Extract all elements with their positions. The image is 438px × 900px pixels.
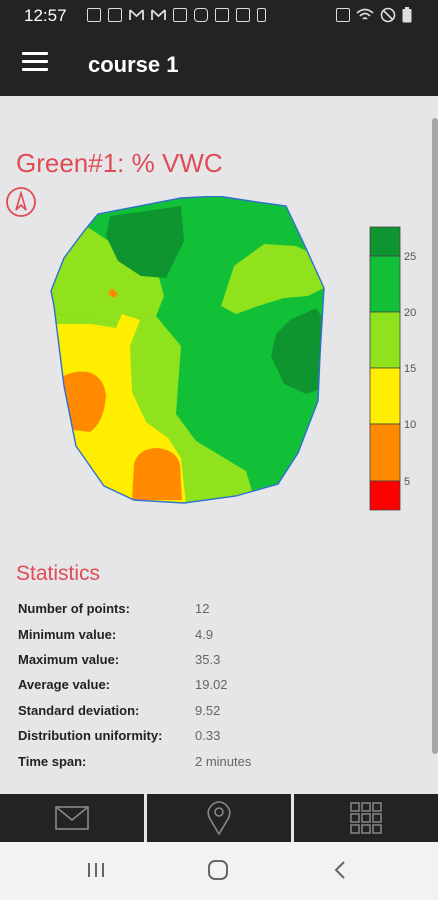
do-not-disturb-icon xyxy=(380,7,396,23)
notification-icons xyxy=(87,8,266,22)
scrollbar[interactable] xyxy=(432,118,438,754)
location-pin-icon xyxy=(207,801,231,835)
youtube-icon xyxy=(194,8,208,22)
zone-orange-west xyxy=(60,371,106,432)
stat-row-maximum-value: Maximum value: 35.3 xyxy=(18,647,251,672)
system-nav-bar xyxy=(0,842,438,900)
shopping-bag-icon xyxy=(108,8,122,22)
legend-tick-15: 15 xyxy=(404,363,416,375)
image-icon xyxy=(173,8,187,22)
nav-tab-grid[interactable] xyxy=(294,794,438,842)
gmail-icon xyxy=(151,9,166,20)
app-bar: course 1 xyxy=(0,32,438,96)
stat-value: 4.9 xyxy=(195,626,214,642)
menu-bar-line xyxy=(22,68,48,71)
zone-orange-south xyxy=(132,448,182,500)
compass-icon[interactable] xyxy=(5,186,37,218)
stat-row-average-value: Average value: 19.02 xyxy=(18,672,251,697)
color-legend: 25 20 15 10 5 xyxy=(369,226,416,511)
legend-tick-10: 10 xyxy=(404,419,416,431)
legend-band-light-green xyxy=(369,311,401,369)
status-time: 12:57 xyxy=(24,6,67,25)
zone-dark-green-east xyxy=(271,308,324,394)
legend-tick-5: 5 xyxy=(404,476,410,488)
news-icon xyxy=(236,8,250,22)
legend-tick-20: 20 xyxy=(404,307,416,319)
zone-orange-spot xyxy=(108,288,118,298)
vwc-contour-map[interactable] xyxy=(46,196,328,504)
stat-value: 19.02 xyxy=(195,677,228,693)
battery-saver-icon xyxy=(257,8,266,22)
gmail-icon xyxy=(129,9,144,20)
stat-label: Standard deviation: xyxy=(18,702,140,718)
stat-value: 12 xyxy=(195,601,210,617)
menu-bar-line xyxy=(22,60,48,63)
legend-band-green xyxy=(369,255,401,313)
stat-row-number-of-points: Number of points: 12 xyxy=(18,596,251,621)
stat-label: Distribution uniformity: xyxy=(18,728,163,744)
statistics-title: Statistics xyxy=(16,562,101,585)
stat-value: 2 minutes xyxy=(195,753,252,769)
stat-label: Minimum value: xyxy=(18,626,117,642)
app-title: course 1 xyxy=(88,52,179,77)
legend-tick-25: 25 xyxy=(404,251,416,263)
green-outline xyxy=(50,196,325,504)
menu-bar-line xyxy=(22,52,48,55)
legend-band-dark-green xyxy=(369,226,401,257)
nfc-icon xyxy=(336,8,350,22)
mail-icon xyxy=(55,806,89,830)
recent-apps-icon[interactable] xyxy=(86,858,106,882)
zone-dark-green-north xyxy=(106,206,184,278)
grid-icon xyxy=(350,802,382,834)
system-status-icons xyxy=(336,7,412,23)
status-bar: 12:57 xyxy=(0,0,438,32)
stat-value: 9.52 xyxy=(195,702,221,718)
stat-label: Number of points: xyxy=(18,601,130,617)
stat-row-time-span: Time span: 2 minutes xyxy=(18,748,251,773)
legend-band-orange xyxy=(369,423,401,482)
stat-label: Average value: xyxy=(18,677,111,693)
stat-row-minimum-value: Minimum value: 4.9 xyxy=(18,621,251,646)
menu-button[interactable] xyxy=(22,52,48,76)
stat-value: 0.33 xyxy=(195,728,221,744)
statistics-table: Number of points: 12 Minimum value: 4.9 … xyxy=(18,596,251,774)
zone-light-green-east xyxy=(221,244,324,314)
stat-row-standard-deviation: Standard deviation: 9.52 xyxy=(18,698,251,723)
home-icon[interactable] xyxy=(206,858,230,882)
message-icon xyxy=(87,8,101,22)
bottom-nav xyxy=(0,794,438,842)
wifi-icon xyxy=(356,8,374,20)
main-content: Green#1: % VWC xyxy=(0,96,438,794)
map-title: Green#1: % VWC xyxy=(16,148,223,178)
battery-icon xyxy=(402,7,412,23)
nav-tab-location[interactable] xyxy=(147,794,294,842)
stat-row-distribution-uniformity: Distribution uniformity: 0.33 xyxy=(18,723,251,748)
close-box-icon xyxy=(215,8,229,22)
stat-label: Time span: xyxy=(18,753,87,769)
stat-value: 35.3 xyxy=(195,651,221,667)
back-icon[interactable] xyxy=(330,858,350,882)
legend-band-yellow xyxy=(369,367,401,425)
nav-tab-mail[interactable] xyxy=(0,794,147,842)
legend-band-red xyxy=(369,480,401,511)
stat-label: Maximum value: xyxy=(18,651,120,667)
